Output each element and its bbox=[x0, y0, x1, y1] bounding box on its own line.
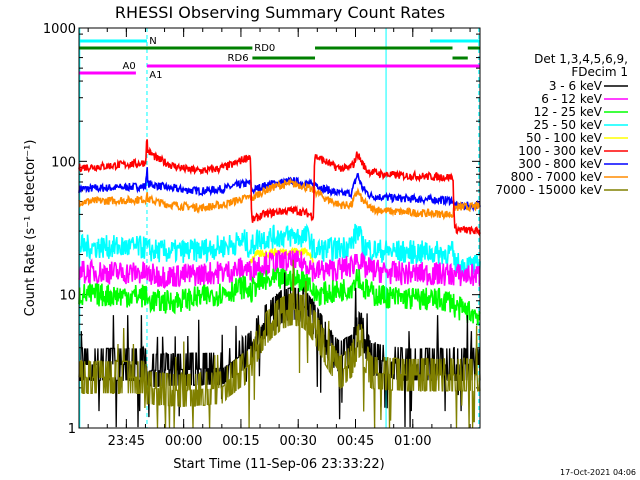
legend-label: 100 - 300 keV bbox=[518, 144, 602, 158]
series-line-7 bbox=[78, 177, 481, 221]
a0-label: A0 bbox=[123, 61, 136, 72]
chart-title: RHESSI Observing Summary Count Rates bbox=[115, 3, 445, 22]
x-tick-label: 00:00 bbox=[165, 434, 202, 449]
legend-header: FDecim 1 bbox=[571, 65, 628, 79]
series-line-4 bbox=[249, 246, 314, 264]
x-tick-label: 00:45 bbox=[337, 434, 374, 449]
series-line-3 bbox=[78, 223, 481, 280]
x-tick-label: 01:00 bbox=[394, 434, 431, 449]
series-line-1 bbox=[78, 250, 481, 290]
series-line-8 bbox=[78, 259, 481, 429]
rd0-label: RD0 bbox=[254, 43, 275, 54]
rd6-label: RD6 bbox=[228, 53, 249, 64]
legend-header: Det 1,3,4,5,6,9, bbox=[534, 52, 628, 66]
legend-label: 25 - 50 keV bbox=[534, 118, 603, 132]
x-axis-label: Start Time (11-Sep-06 23:33:22) bbox=[173, 457, 384, 472]
a1-label: A1 bbox=[149, 70, 162, 81]
y-tick-label: 1 bbox=[68, 422, 76, 437]
x-tick-label: 23:45 bbox=[108, 434, 145, 449]
y-tick-label: 10 bbox=[59, 289, 76, 304]
y-axis-label: Count Rate (s⁻¹ detector⁻¹) bbox=[23, 140, 38, 317]
y-tick-label: 100 bbox=[51, 155, 76, 170]
legend-label: 800 - 7000 keV bbox=[511, 170, 603, 184]
x-tick-label: 00:30 bbox=[279, 434, 316, 449]
legend-label: 6 - 12 keV bbox=[541, 92, 603, 106]
night-label: N bbox=[149, 36, 156, 47]
legend-label: 50 - 100 keV bbox=[526, 131, 603, 145]
legend-label: 7000 - 15000 keV bbox=[495, 183, 602, 197]
x-axis: 23:45 00:00 00:15 00:30 00:45 01:00 bbox=[87, 28, 471, 449]
series-line-2 bbox=[78, 267, 481, 326]
timestamp: 17-Oct-2021 04:06 bbox=[560, 468, 636, 477]
legend-label: 300 - 800 keV bbox=[518, 157, 602, 171]
series-line-6 bbox=[78, 167, 481, 212]
plot-frame bbox=[78, 27, 481, 429]
x-tick-label: 00:15 bbox=[222, 434, 259, 449]
state-bars: N RD0 RD6 A0 A1 bbox=[79, 36, 480, 81]
legend-label: 12 - 25 keV bbox=[534, 105, 603, 119]
series-line-5 bbox=[78, 139, 481, 237]
legend-label: 3 - 6 keV bbox=[549, 79, 603, 93]
y-tick-label: 1000 bbox=[43, 22, 76, 37]
